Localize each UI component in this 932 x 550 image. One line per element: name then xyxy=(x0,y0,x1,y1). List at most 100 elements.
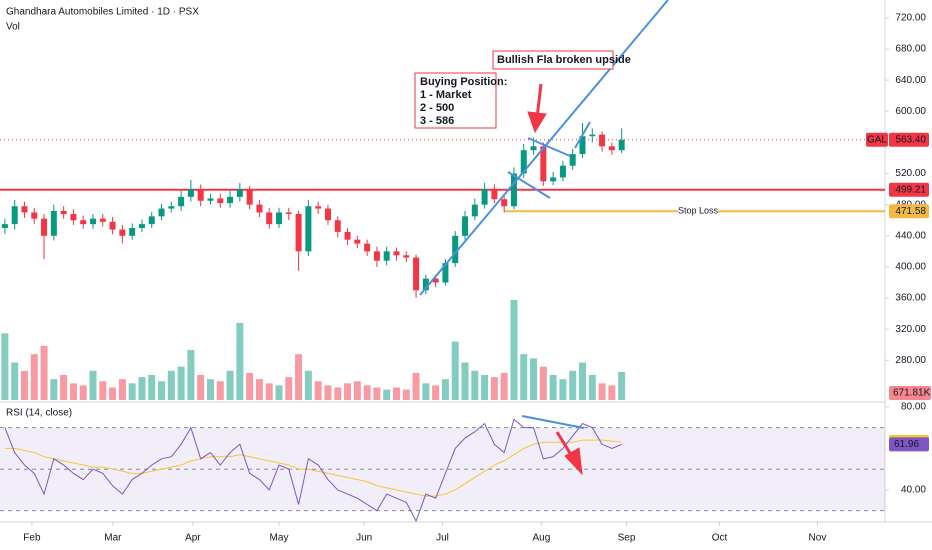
candle-body xyxy=(354,239,361,244)
volume-bar xyxy=(109,387,117,400)
candle-body xyxy=(403,255,410,258)
volume-bar xyxy=(295,354,303,400)
rsi-y-tick-label: 80.00 xyxy=(901,402,926,413)
volume-bar xyxy=(20,370,28,400)
chart-title: Ghandhara Automobiles Limited · 1D · PSX xyxy=(6,7,199,18)
candle-body xyxy=(168,206,175,209)
symbol-label: GAL xyxy=(867,134,887,145)
candle-body xyxy=(589,134,596,137)
rsi-y-tick-label: 40.00 xyxy=(901,485,926,496)
volume-bar xyxy=(392,387,400,400)
volume-bar xyxy=(158,381,166,400)
last-price-box xyxy=(889,132,929,147)
volume-bar xyxy=(148,375,156,400)
candle-body xyxy=(31,212,38,219)
candle-body xyxy=(344,231,351,240)
y-tick-label: 680.00 xyxy=(895,44,926,55)
candle-body xyxy=(481,189,488,205)
volume-bar xyxy=(490,377,498,400)
annotation-text: Bullish Fla broken upside xyxy=(497,54,631,66)
candle-body xyxy=(138,224,145,229)
volume-bar xyxy=(118,379,126,400)
volume-title: Vol xyxy=(6,22,20,33)
volume-bar xyxy=(441,379,449,400)
volume-bar xyxy=(99,381,107,400)
volume-bar xyxy=(471,370,479,400)
level-label: 471.58 xyxy=(895,206,926,217)
volume-bar xyxy=(578,362,586,400)
candle-body xyxy=(462,216,469,236)
candle-body xyxy=(491,189,498,200)
candle-body xyxy=(109,221,116,230)
volume-bar xyxy=(530,358,538,400)
y-tick-label: 400.00 xyxy=(895,262,926,273)
volume-bar xyxy=(569,370,577,400)
candle-body xyxy=(80,220,87,225)
x-tick-label: Oct xyxy=(712,533,728,544)
volume-bar xyxy=(246,372,254,400)
volume-last-label: 671.81K xyxy=(893,388,931,399)
volume-bar xyxy=(353,381,361,400)
volume-bar xyxy=(89,370,97,400)
volume-bar xyxy=(432,385,440,400)
candle-body xyxy=(520,150,527,174)
candle-body xyxy=(21,206,28,213)
candle-body xyxy=(276,212,283,225)
candle-body xyxy=(471,204,478,217)
candle-body xyxy=(422,278,429,291)
annotation-text: 1 - Market xyxy=(420,89,472,101)
y-tick-label: 440.00 xyxy=(895,230,926,241)
volume-bar xyxy=(481,375,489,400)
volume-bar xyxy=(314,381,322,400)
candle-body xyxy=(315,206,322,209)
volume-bar xyxy=(255,379,263,400)
volume-bar xyxy=(451,341,459,400)
volume-bar xyxy=(177,366,185,400)
x-tick-label: Apr xyxy=(185,533,201,544)
candle-body xyxy=(119,229,126,236)
annotation-box xyxy=(414,72,497,129)
candle-body xyxy=(158,208,165,217)
volume-bar xyxy=(187,350,195,400)
candle-body xyxy=(129,228,136,236)
candle-body xyxy=(413,257,420,291)
volume-bar xyxy=(167,370,175,400)
volume-bar xyxy=(128,383,136,400)
candle-body xyxy=(99,218,106,222)
y-tick-label: 640.00 xyxy=(895,75,926,86)
rsi-title: RSI (14, close) xyxy=(6,408,72,419)
candle-body xyxy=(530,146,537,151)
level-name: Stop Loss xyxy=(678,206,719,216)
candle-body xyxy=(599,134,606,147)
candle-body xyxy=(432,278,439,283)
volume-bar xyxy=(1,333,9,400)
arrow-head xyxy=(527,111,547,134)
volume-bar xyxy=(520,354,528,400)
volume-bar xyxy=(79,385,87,400)
x-tick-label: Jun xyxy=(356,533,372,544)
volume-bar xyxy=(197,375,205,400)
arrow xyxy=(535,83,543,119)
candle-body xyxy=(501,199,508,207)
volume-bar xyxy=(69,383,77,400)
volume-bar xyxy=(265,383,273,400)
candle-body xyxy=(256,204,263,213)
candle-body xyxy=(90,218,97,225)
volume-bar xyxy=(412,372,420,400)
candle-body xyxy=(60,210,67,215)
x-tick-label: Mar xyxy=(104,533,122,544)
last-price-label: 563.40 xyxy=(895,134,926,145)
level-box xyxy=(889,182,929,197)
candle-body xyxy=(227,196,234,204)
symbol-box xyxy=(866,132,888,147)
candle-body xyxy=(618,139,625,151)
annotation-box xyxy=(492,50,614,70)
volume-bar xyxy=(304,370,312,400)
candle-body xyxy=(41,218,48,236)
volume-bar xyxy=(559,379,567,400)
candle-body xyxy=(334,220,341,232)
candle-body xyxy=(207,198,214,201)
candle-body xyxy=(266,212,273,225)
volume-bar xyxy=(549,375,557,400)
